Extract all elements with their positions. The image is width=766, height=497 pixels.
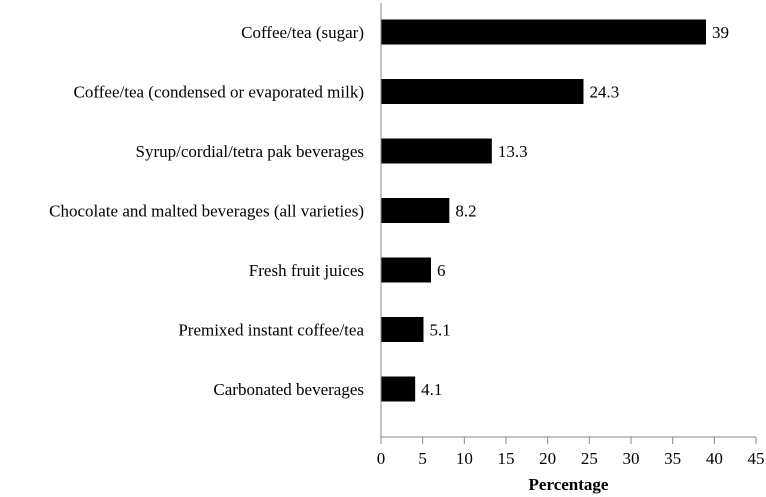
x-tick-label: 30 — [623, 449, 640, 468]
bar — [381, 317, 424, 342]
bar — [381, 138, 492, 164]
category-label: Premixed instant coffee/tea — [178, 321, 364, 340]
category-label: Coffee/tea (condensed or evaporated milk… — [74, 83, 364, 102]
x-axis: 0 5 10 15 20 25 30 35 40 45 — [377, 3, 765, 468]
category-label: Syrup/cordial/tetra pak beverages — [136, 142, 364, 161]
bar — [381, 198, 450, 223]
x-tick-label: 25 — [581, 449, 598, 468]
bars-layer: Coffee/tea (sugar) 39 Coffee/tea (condense… — [49, 19, 729, 402]
x-tick-label: 15 — [498, 449, 515, 468]
x-tick-label: 40 — [706, 449, 723, 468]
x-tick-label: 35 — [664, 449, 681, 468]
bar — [381, 79, 584, 104]
bar — [381, 376, 416, 402]
data-label: 4.1 — [421, 380, 442, 399]
category-label: Carbonated beverages — [213, 380, 364, 399]
data-label: 5.1 — [430, 321, 451, 340]
x-tick-label: 20 — [539, 449, 556, 468]
bar — [381, 19, 706, 45]
data-label: 6 — [437, 261, 446, 280]
category-label: Fresh fruit juices — [249, 261, 364, 280]
data-label: 24.3 — [590, 83, 620, 102]
x-tick-label: 10 — [456, 449, 473, 468]
data-label: 39 — [712, 23, 729, 42]
bar — [381, 257, 431, 283]
x-axis-title: Percentage — [529, 475, 609, 494]
x-tick-label: 5 — [418, 449, 427, 468]
x-tick-label: 0 — [377, 449, 386, 468]
category-label: Chocolate and malted beverages (all vari… — [49, 202, 364, 221]
x-tick-label: 45 — [748, 449, 765, 468]
data-label: 13.3 — [498, 142, 528, 161]
category-label: Coffee/tea (sugar) — [241, 23, 364, 42]
data-label: 8.2 — [455, 202, 476, 221]
